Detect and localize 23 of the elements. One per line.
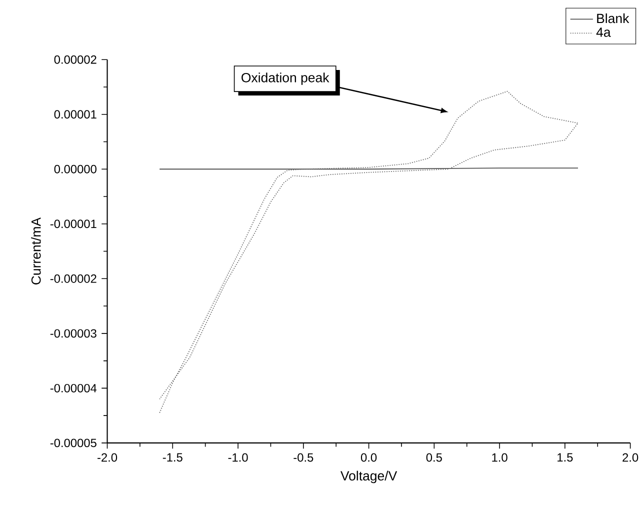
y-tick-label: 0.00000 <box>54 165 96 174</box>
y-tick-label: -0.00004 <box>50 384 97 393</box>
y-tick-label: -0.00001 <box>50 220 96 228</box>
x-tick-label: 1.0 <box>492 454 508 462</box>
line-series <box>159 91 578 414</box>
y-tick-label: 0.00002 <box>54 56 96 64</box>
x-tick-label: 0.0 <box>360 454 377 462</box>
y-tick-label: -0.00005 <box>50 438 96 448</box>
x-axis-title: Voltage/V <box>340 471 398 484</box>
y-tick-label: -0.00002 <box>50 274 96 284</box>
annotation: Oxidation peak <box>242 72 330 86</box>
x-tick-label: -1.0 <box>228 454 248 462</box>
x-tick-label: -0.5 <box>294 454 314 462</box>
y-tick-label: 0.00001 <box>54 110 96 119</box>
x-tick-label: -1.5 <box>162 454 182 462</box>
x-tick-label: -2.0 <box>98 454 118 462</box>
x-tick-label: 1.5 <box>558 454 573 462</box>
x-tick-label: 0.5 <box>426 454 442 462</box>
x-tick-label: 2.0 <box>622 454 638 462</box>
y-axis-title: Current/mA <box>31 218 41 285</box>
legend-label: 4a <box>596 28 611 38</box>
y-tick-label: -0.00003 <box>50 329 96 338</box>
legend-label: Blank <box>597 14 630 24</box>
